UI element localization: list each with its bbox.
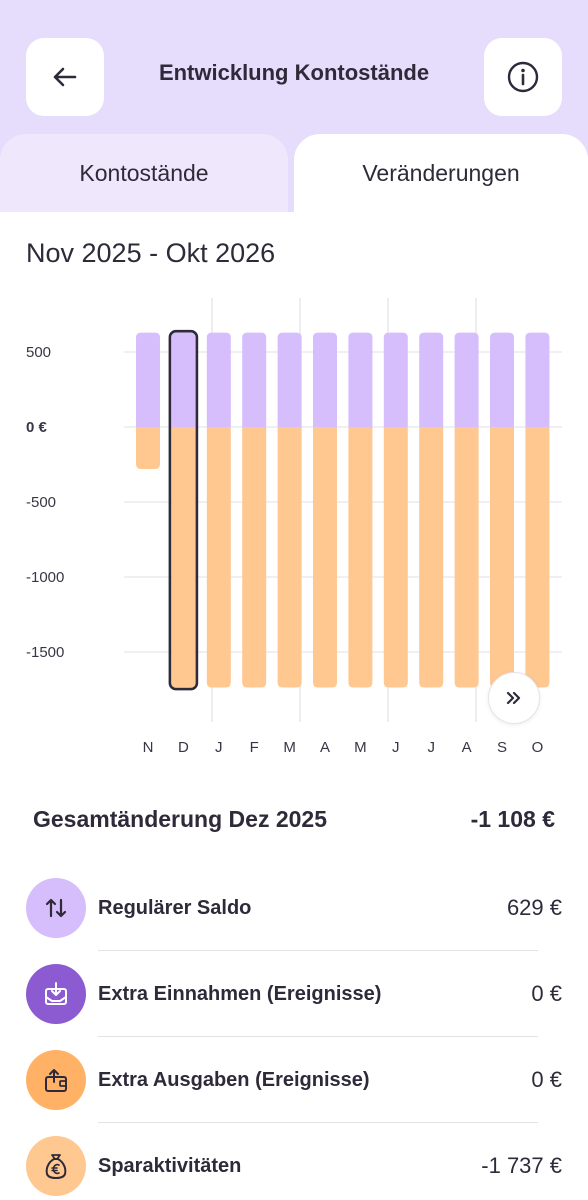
divider (98, 1122, 538, 1123)
list-item-value: -1 737 € (481, 1153, 562, 1178)
bar-positive (171, 332, 196, 427)
divider (98, 950, 538, 951)
info-button[interactable] (484, 38, 562, 116)
bar-negative (206, 427, 231, 688)
bar-positive (206, 332, 231, 427)
x-tick-label: J (427, 739, 435, 756)
tab-veraenderungen[interactable]: Veränderungen (294, 134, 588, 212)
bar-negative (490, 427, 514, 688)
wallet-out-icon (26, 1050, 86, 1110)
bar-negative (419, 427, 444, 688)
x-tick-label: A (462, 739, 472, 756)
bar-positive (136, 332, 160, 427)
list-item-label: Regulärer Saldo (98, 896, 252, 919)
list-item-savings[interactable]: Sparaktivitäten -1 737 € (26, 1136, 562, 1196)
total-change-label: Gesamtänderung Dez 2025 (33, 806, 328, 832)
change-chart[interactable]: 500 0 € -500 -1000 -1500 N D J F M A M J J A S O (0, 290, 588, 770)
bar-negative (136, 427, 160, 469)
double-chevron-right-icon (506, 691, 521, 705)
bar-positive (454, 332, 479, 427)
total-change-value: -1 108 € (470, 806, 555, 832)
bar-negative (171, 427, 196, 688)
list-item-value: 0 € (531, 1067, 562, 1092)
bar-negative (383, 427, 408, 688)
y-tick-label: -1500 (26, 644, 64, 661)
bar-positive (525, 332, 550, 427)
list-item-extra-expenses[interactable]: Extra Ausgaben (Ereignisse) 0 € (26, 1050, 562, 1110)
bar-negative (277, 427, 302, 688)
bar-positive (242, 332, 267, 427)
x-tick-label: M (354, 739, 367, 756)
tab-kontostaende[interactable]: Kontostände (0, 134, 288, 212)
selected-bar-outline (168, 329, 199, 691)
page-title: Entwicklung Kontostände (158, 60, 430, 85)
list-item-regular-balance[interactable]: Regulärer Saldo 629 € (26, 878, 562, 938)
info-icon (507, 61, 539, 93)
bar-positive (348, 332, 373, 427)
bar-negative (348, 427, 373, 688)
list-item-extra-income[interactable]: Extra Einnahmen (Ereignisse) 0 € (26, 964, 562, 1024)
wallet-in-icon (26, 964, 86, 1024)
bar-positive (277, 332, 302, 427)
arrow-left-icon (53, 67, 77, 87)
bar-positive (490, 332, 514, 427)
x-tick-label: O (532, 739, 544, 756)
bar-negative (313, 427, 337, 688)
total-change-summary: Gesamtänderung Dez 2025 -1 108 € (33, 806, 555, 833)
bar-negative (454, 427, 479, 688)
header: Entwicklung Kontostände Kontostände Verä… (0, 0, 588, 212)
divider (98, 1036, 538, 1037)
list-item-value: 629 € (506, 895, 562, 920)
x-tick-label: J (215, 739, 223, 756)
x-tick-label: F (250, 739, 259, 756)
x-tick-label: N (143, 739, 154, 756)
x-tick-label: A (320, 739, 330, 756)
y-tick-label: -500 (26, 494, 56, 511)
list-item-label: Extra Einnahmen (Ereignisse) (98, 982, 382, 1005)
arrows-up-down-icon (26, 878, 86, 938)
x-tick-label: M (283, 739, 296, 756)
y-tick-label: 0 € (26, 419, 48, 436)
list-item-value: 0 € (531, 981, 562, 1006)
y-tick-label: 500 (26, 344, 51, 361)
period-label: Nov 2025 - Okt 2026 (26, 238, 276, 268)
money-bag-icon (26, 1136, 86, 1196)
x-tick-label: S (497, 739, 507, 756)
back-button[interactable] (26, 38, 104, 116)
y-tick-label: -1000 (26, 569, 64, 586)
x-tick-label: J (392, 739, 400, 756)
bar-positive (383, 332, 408, 427)
x-tick-label: D (178, 739, 189, 756)
bar-positive (313, 332, 337, 427)
next-period-button[interactable] (488, 672, 540, 724)
bar-negative (242, 427, 267, 688)
list-item-label: Sparaktivitäten (98, 1154, 242, 1177)
bar-positive (419, 332, 444, 427)
bar-negative (525, 427, 550, 688)
list-item-label: Extra Ausgaben (Ereignisse) (98, 1068, 370, 1091)
